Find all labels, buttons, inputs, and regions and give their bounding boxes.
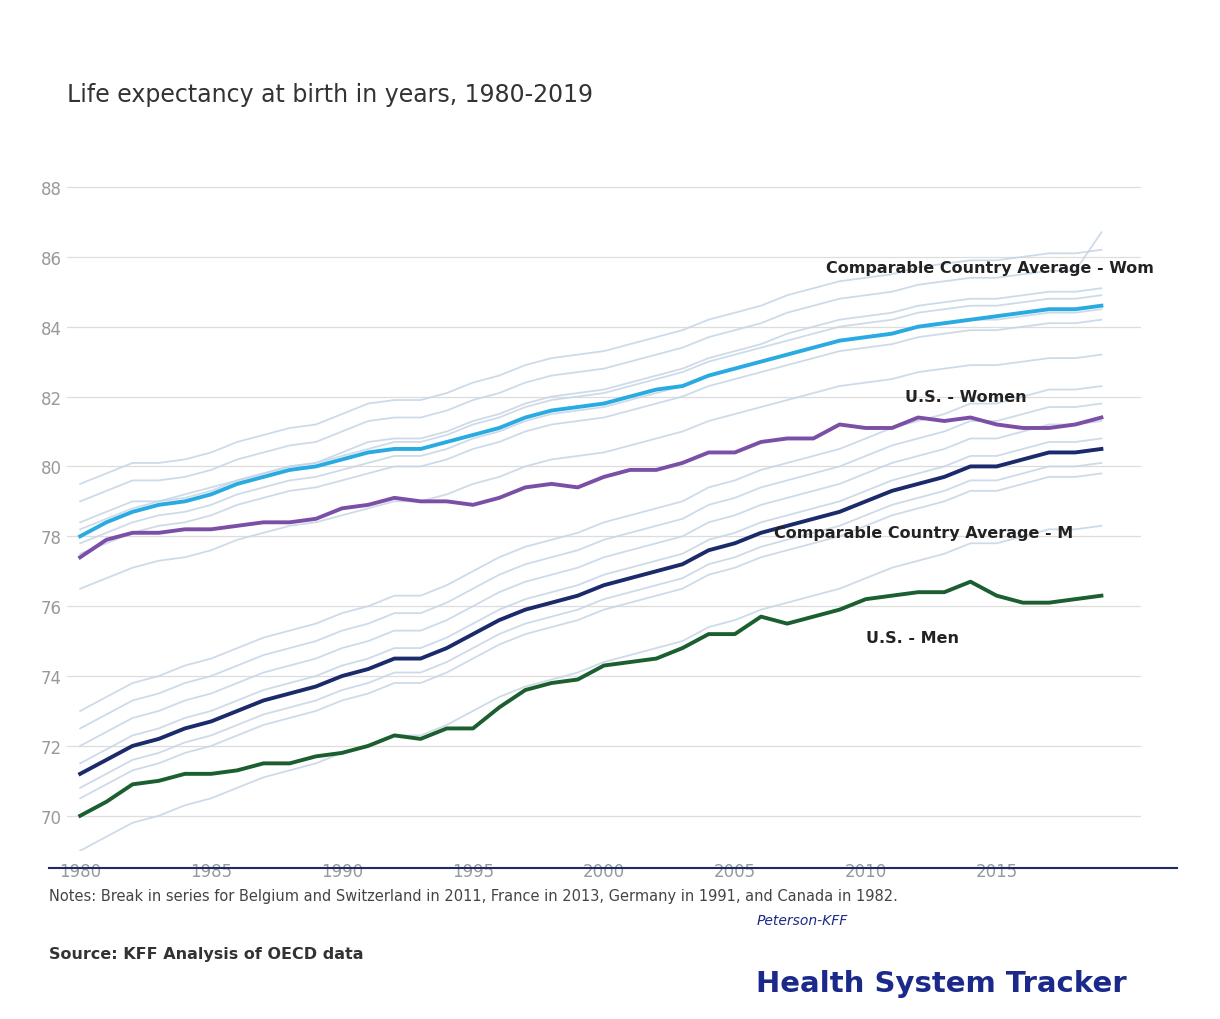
Text: U.S. - Women: U.S. - Women — [905, 389, 1027, 405]
Text: Health System Tracker: Health System Tracker — [756, 969, 1127, 997]
Text: Peterson-KFF: Peterson-KFF — [756, 913, 848, 927]
Text: Comparable Country Average - Wom: Comparable Country Average - Wom — [826, 261, 1154, 275]
Text: U.S. - Men: U.S. - Men — [866, 631, 959, 645]
Text: Notes: Break in series for Belgium and Switzerland in 2011, France in 2013, Germ: Notes: Break in series for Belgium and S… — [49, 889, 898, 904]
Text: Source: KFF Analysis of OECD data: Source: KFF Analysis of OECD data — [49, 946, 364, 961]
Text: Comparable Country Average - M: Comparable Country Average - M — [775, 526, 1074, 541]
Text: Life expectancy at birth in years, 1980-2019: Life expectancy at birth in years, 1980-… — [67, 83, 593, 107]
